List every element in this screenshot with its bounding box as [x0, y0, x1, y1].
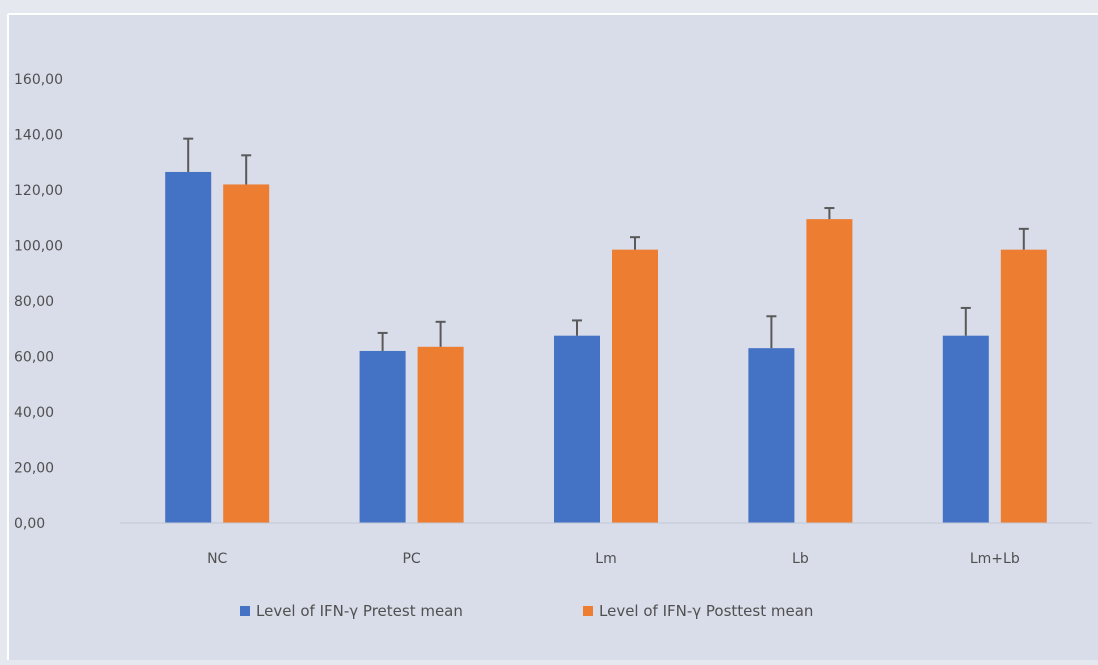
- legend-item: Level of IFN-γ Posttest mean: [583, 602, 813, 620]
- x-tick-label: PC: [402, 551, 420, 567]
- x-tick-label: Lm+Lb: [970, 551, 1020, 567]
- error-bar: [766, 315, 777, 349]
- legend-label: Level of IFN-γ Posttest mean: [599, 602, 813, 620]
- y-tick-label: 0,00: [14, 516, 45, 532]
- y-tick-label: 20,00: [14, 461, 54, 477]
- legend-swatch: [583, 606, 593, 616]
- bar: [417, 346, 464, 523]
- bar: [942, 335, 989, 523]
- y-tick-label: 160,00: [14, 72, 63, 88]
- legend-item: Level of IFN-γ Pretest mean: [240, 602, 463, 620]
- y-tick-label: 80,00: [14, 294, 54, 310]
- error-bar: [572, 319, 582, 336]
- x-tick-label: NC: [207, 551, 227, 567]
- legend-swatch: [240, 606, 250, 616]
- error-bar: [377, 331, 388, 351]
- error-bar: [241, 154, 252, 185]
- y-tick-label: 40,00: [14, 405, 54, 421]
- error-bar: [435, 320, 446, 347]
- x-tick-label: Lm: [595, 551, 616, 567]
- x-tick-label: Lb: [792, 551, 809, 567]
- y-tick-label: 60,00: [14, 350, 54, 366]
- bar: [748, 348, 795, 523]
- bar: [806, 219, 853, 523]
- y-tick-label: 140,00: [14, 128, 63, 144]
- error-bar: [960, 306, 971, 336]
- y-tick-label: 100,00: [14, 239, 63, 255]
- bar: [554, 335, 600, 523]
- error-bar: [183, 137, 194, 172]
- bar: [359, 350, 406, 523]
- bar: [165, 171, 212, 523]
- y-tick-label: 120,00: [14, 183, 63, 199]
- error-bar: [824, 207, 835, 220]
- error-bar: [1018, 227, 1029, 250]
- bar: [612, 249, 658, 523]
- legend-label: Level of IFN-γ Pretest mean: [256, 602, 463, 620]
- error-bar: [630, 236, 640, 250]
- bar: [223, 184, 270, 523]
- bar: [1000, 249, 1047, 523]
